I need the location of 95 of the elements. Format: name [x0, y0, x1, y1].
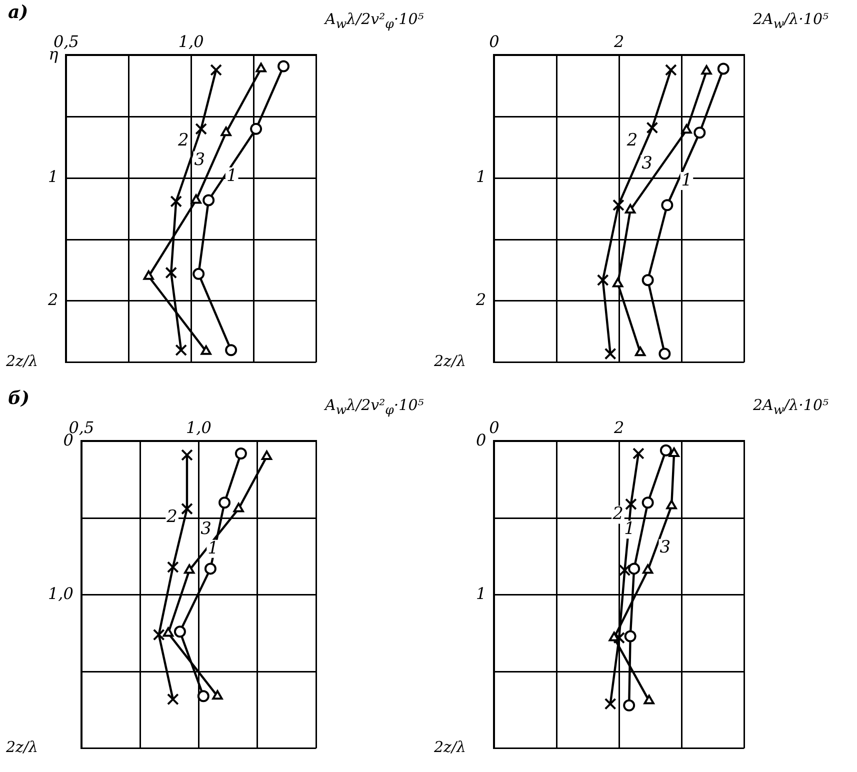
point [625, 498, 637, 510]
series-label: 2 [612, 504, 624, 524]
y-tick-label: 1 [48, 167, 58, 186]
series-label: 1 [624, 519, 635, 540]
point [632, 448, 644, 460]
point [664, 64, 677, 76]
point [612, 199, 624, 212]
chart-title: а) [8, 2, 28, 23]
series-label: 2 [166, 506, 178, 527]
point [717, 62, 730, 75]
point [666, 500, 677, 510]
point [165, 266, 178, 279]
point [143, 270, 154, 280]
point [195, 122, 208, 135]
point [642, 274, 654, 286]
series-label: 2 [177, 130, 189, 150]
point [596, 274, 609, 286]
point [175, 344, 188, 356]
y-tick-label: 0 [476, 430, 486, 450]
point [184, 564, 195, 574]
x-tick-label: 2 [612, 418, 624, 437]
x-tick-label: 1,0 [178, 32, 204, 51]
point [681, 124, 692, 134]
point [256, 62, 266, 72]
point [618, 564, 631, 576]
point [218, 496, 231, 509]
point [612, 278, 624, 288]
point [261, 450, 272, 460]
point [625, 204, 636, 214]
x-tick-label: 0 [489, 418, 500, 437]
point [233, 502, 244, 512]
point [628, 562, 640, 575]
point [623, 699, 636, 712]
point [202, 194, 215, 206]
x-tick-label: 0,5 [53, 32, 79, 51]
series-label: 1 [208, 538, 218, 558]
point [152, 628, 165, 641]
point [604, 348, 616, 360]
x-tick-label: 2 [612, 32, 624, 51]
point [166, 693, 179, 706]
point [192, 268, 205, 280]
y-axis-title: 2z/λ [6, 352, 38, 370]
point [210, 64, 222, 76]
x-tick-label: 0 [489, 32, 500, 51]
point [166, 561, 179, 574]
x-axis-title: 2A$_{w}$/λ·10⁵ [753, 396, 829, 417]
y-tick-label: 2 [46, 290, 58, 310]
series-label: 1 [681, 170, 692, 190]
point [212, 690, 223, 700]
x-axis-title: A$_{w}$λ/2v²$_{φ}$·10⁵ [325, 10, 424, 31]
x-axis-title: A$_{w}$λ/2v²$_{φ}$·10⁵ [325, 396, 424, 417]
point [613, 632, 626, 644]
series-label: 3 [194, 150, 206, 170]
point [642, 564, 654, 574]
y-axis-title: 2z/λ [6, 738, 38, 756]
y-axis-title: 2z/λ [434, 352, 466, 370]
point [162, 627, 174, 637]
point [170, 195, 182, 208]
series-label: 2 [626, 130, 638, 150]
x-axis-title: 2A$_{w}$/λ·10⁵ [753, 10, 829, 31]
series-label: 1 [226, 166, 238, 186]
point [644, 694, 654, 704]
point [197, 690, 210, 702]
point [181, 502, 193, 515]
y-tick-label: 2 [474, 290, 486, 310]
point [646, 122, 658, 134]
chart-title: б) [8, 388, 30, 409]
point [234, 447, 247, 460]
point [225, 344, 238, 356]
point [200, 345, 212, 355]
y-axis-title: 2z/λ [434, 738, 466, 756]
point [694, 126, 706, 139]
point [181, 449, 193, 461]
point [190, 194, 202, 204]
point [661, 199, 674, 212]
point [250, 122, 262, 135]
point [220, 126, 232, 136]
point [204, 562, 216, 575]
point [668, 447, 680, 457]
point [660, 444, 672, 456]
point [278, 60, 290, 72]
point [701, 65, 712, 75]
point [604, 698, 616, 710]
point [624, 630, 636, 642]
y-tick-label: 1 [476, 167, 486, 186]
point [174, 626, 186, 638]
point [634, 346, 646, 356]
point [642, 496, 654, 509]
series-label: 3 [660, 538, 671, 558]
y-tick-label: 1,0 [48, 584, 74, 603]
y-tick-label: 1 [476, 584, 486, 603]
point [658, 348, 671, 360]
series-label: 3 [642, 154, 652, 174]
x-tick-label: 1,0 [186, 418, 212, 437]
series-label: 3 [200, 519, 212, 540]
